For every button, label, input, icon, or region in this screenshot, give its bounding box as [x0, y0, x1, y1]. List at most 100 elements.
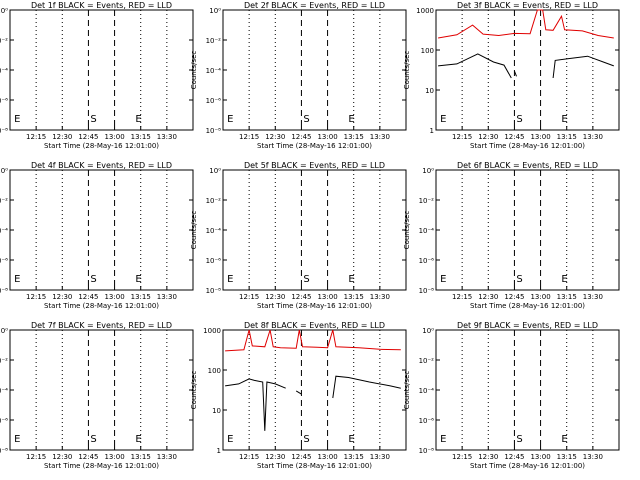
x-tick-label: 12:45	[504, 453, 524, 461]
event-marker-label: S	[516, 434, 522, 445]
x-tick-label: 13:15	[344, 453, 364, 461]
y-axis-label: Counts/sec	[403, 211, 411, 250]
y-tick-label: 10⁻⁴	[0, 227, 8, 235]
y-tick-label: 10⁻⁴	[419, 227, 435, 235]
y-tick-label: 1000	[203, 327, 221, 335]
y-tick-label: 10⁰	[422, 327, 434, 335]
y-tick-label: 100	[421, 47, 434, 55]
x-tick-label: 12:30	[265, 133, 285, 141]
y-tick-label: 10⁰	[0, 7, 8, 15]
x-tick-label: 12:15	[452, 293, 472, 301]
x-tick-label: 13:30	[370, 453, 390, 461]
x-tick-label: 13:30	[370, 293, 390, 301]
series-events-black-segment	[438, 53, 512, 79]
x-tick-label: 12:45	[78, 133, 98, 141]
y-tick-label: 10⁻⁸	[206, 127, 222, 135]
event-marker-label: E	[440, 274, 446, 285]
y-tick-label: 10⁻⁶	[0, 97, 8, 105]
x-tick-label: 13:00	[104, 453, 124, 461]
x-axis-label: Start Time (28-May-16 12:01:00)	[470, 302, 585, 310]
y-tick-label: 10⁰	[209, 7, 221, 15]
y-tick-label: 10⁻⁴	[206, 67, 222, 75]
x-tick-label: 13:15	[344, 293, 364, 301]
event-marker-label: S	[303, 114, 309, 125]
plot-frame	[435, 169, 620, 291]
x-axis-label: Start Time (28-May-16 12:01:00)	[44, 302, 159, 310]
y-axis-label: Counts/sec	[403, 371, 411, 410]
y-tick-label: 10⁻⁸	[0, 127, 8, 135]
x-tick-label: 13:30	[583, 453, 603, 461]
plot-frame	[222, 329, 407, 451]
x-tick-label: 13:00	[530, 453, 550, 461]
y-tick-label: 10⁻⁸	[419, 287, 435, 295]
y-axis-label: Counts/sec	[403, 51, 411, 90]
x-tick-label: 13:00	[530, 133, 550, 141]
x-tick-label: 13:15	[131, 293, 151, 301]
y-tick-label: 10⁰	[422, 167, 434, 175]
chart-title: Det 7f BLACK = Events, RED = LLD	[31, 321, 172, 330]
x-tick-label: 12:15	[26, 133, 46, 141]
plot-frame	[222, 169, 407, 291]
x-tick-label: 13:15	[557, 453, 577, 461]
event-marker-label: E	[348, 114, 354, 125]
chart-title: Det 3f BLACK = Events, RED = LLD	[457, 1, 598, 10]
event-marker-label: E	[135, 274, 141, 285]
event-marker-label: E	[14, 114, 20, 125]
x-tick-label: 13:15	[557, 133, 577, 141]
event-marker-label: S	[90, 434, 96, 445]
event-marker-label: E	[348, 434, 354, 445]
y-tick-label: 10⁻⁶	[419, 257, 435, 265]
y-axis-label: Counts/sec	[190, 211, 198, 250]
x-tick-label: 12:45	[291, 133, 311, 141]
chart-panel-8: Det 8f BLACK = Events, RED = LLD Counts/s…	[190, 321, 407, 470]
event-marker-label: S	[516, 114, 522, 125]
x-axis-label: Start Time (28-May-16 12:01:00)	[257, 142, 372, 150]
y-tick-label: 10⁻²	[0, 37, 8, 45]
chart-panel-6: Det 6f BLACK = Events, RED = LLD Counts/s…	[403, 161, 620, 310]
series-events-black-segment	[513, 70, 517, 77]
y-tick-label: 1	[430, 127, 434, 135]
chart-title: Det 8f BLACK = Events, RED = LLD	[244, 321, 385, 330]
y-tick-label: 10⁻⁶	[0, 257, 8, 265]
y-axis-label: Counts/sec	[190, 371, 198, 410]
x-axis-label: Start Time (28-May-16 12:01:00)	[44, 142, 159, 150]
x-tick-label: 13:15	[557, 293, 577, 301]
y-tick-label: 100	[208, 367, 221, 375]
chart-title: Det 6f BLACK = Events, RED = LLD	[457, 161, 598, 170]
chart-panel-2: Det 2f BLACK = Events, RED = LLD Counts/s…	[190, 1, 407, 150]
plot-frame	[222, 9, 407, 131]
y-tick-label: 10⁻⁴	[0, 387, 8, 395]
x-tick-label: 13:30	[157, 133, 177, 141]
x-tick-label: 13:00	[104, 133, 124, 141]
event-marker-label: S	[90, 114, 96, 125]
chart-title: Det 4f BLACK = Events, RED = LLD	[31, 161, 172, 170]
y-tick-label: 10⁻⁶	[419, 417, 435, 425]
y-tick-label: 10⁻⁸	[0, 287, 8, 295]
x-axis-label: Start Time (28-May-16 12:01:00)	[470, 462, 585, 470]
x-tick-label: 12:30	[478, 453, 498, 461]
x-tick-label: 12:30	[52, 133, 72, 141]
event-marker-label: E	[14, 434, 20, 445]
x-tick-label: 12:30	[265, 293, 285, 301]
y-tick-label: 10⁻²	[0, 197, 8, 205]
x-tick-label: 13:00	[104, 293, 124, 301]
x-tick-label: 12:15	[452, 133, 472, 141]
y-axis-label: Counts/sec	[190, 51, 198, 90]
x-tick-label: 12:45	[78, 293, 98, 301]
plot-frame	[9, 169, 194, 291]
y-tick-label: 10⁻⁴	[419, 387, 435, 395]
y-tick-label: 10⁰	[0, 167, 8, 175]
y-tick-label: 10⁻²	[419, 197, 435, 205]
event-marker-label: E	[14, 274, 20, 285]
y-tick-label: 10⁻²	[206, 197, 222, 205]
event-marker-label: S	[303, 274, 309, 285]
y-tick-label: 10⁻⁶	[206, 97, 222, 105]
x-tick-label: 12:45	[504, 293, 524, 301]
x-axis-label: Start Time (28-May-16 12:01:00)	[257, 302, 372, 310]
y-tick-label: 1000	[416, 7, 434, 15]
x-tick-label: 13:30	[583, 293, 603, 301]
y-tick-label: 10⁻⁶	[206, 257, 222, 265]
x-axis-label: Start Time (28-May-16 12:01:00)	[44, 462, 159, 470]
y-tick-label: 10⁰	[209, 167, 221, 175]
x-tick-label: 12:30	[478, 133, 498, 141]
